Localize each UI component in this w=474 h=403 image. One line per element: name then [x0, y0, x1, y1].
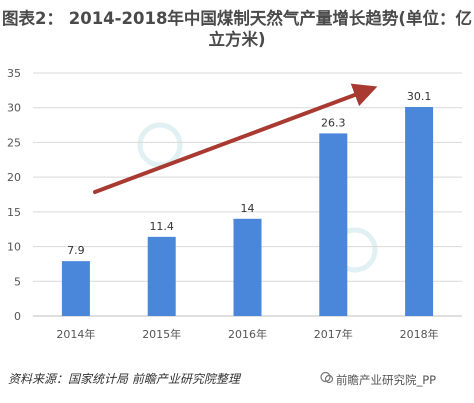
source-note: 资料来源：国家统计局 前瞻产业研究院整理 [8, 372, 240, 386]
data-label: 26.3 [321, 116, 346, 129]
bar [405, 107, 434, 317]
x-axis-ticks: 2014年 2015年 2016年 2017年 2018年 [56, 327, 438, 341]
y-tick-label: 25 [7, 136, 21, 149]
x-tick-label: 2014年 [56, 327, 95, 341]
y-tick-label: 0 [14, 310, 21, 323]
bar [61, 261, 90, 316]
gridlines [33, 72, 462, 282]
y-tick-label: 15 [7, 206, 21, 219]
chart-title: 图表2： 2014-2018年中国煤制天然气产量增长趋势(单位：亿 立方米) [0, 8, 474, 50]
brand-name: 前瞻产业研究院_PP [336, 373, 437, 387]
bar [233, 218, 262, 316]
data-label: 11.4 [149, 220, 174, 233]
x-tick-label: 2017年 [314, 327, 353, 341]
wechat-icon [320, 371, 334, 384]
bars [61, 107, 434, 317]
data-label: 14 [241, 202, 255, 215]
y-tick-label: 20 [7, 171, 21, 184]
x-tick-label: 2016年 [228, 327, 267, 341]
bar [147, 236, 176, 316]
x-tick-label: 2018年 [400, 327, 439, 341]
y-tick-label: 5 [14, 275, 21, 288]
y-tick-label: 10 [7, 241, 21, 254]
data-labels: 7.9 11.4 14 26.3 30.1 [67, 90, 431, 257]
y-tick-label: 30 [7, 102, 21, 115]
chart-title-line-2: 立方米) [208, 30, 266, 49]
data-label: 30.1 [407, 90, 432, 103]
trend-arrow [93, 83, 378, 194]
x-tick-label: 2015年 [142, 327, 181, 341]
chart-title-line-1: 图表2： 2014-2018年中国煤制天然气产量增长趋势(单位：亿 [2, 9, 472, 28]
bar [319, 133, 348, 316]
y-axis-ticks: 0 5 10 15 20 25 30 35 [7, 67, 21, 323]
data-label: 7.9 [67, 244, 85, 257]
y-tick-label: 35 [7, 67, 21, 80]
